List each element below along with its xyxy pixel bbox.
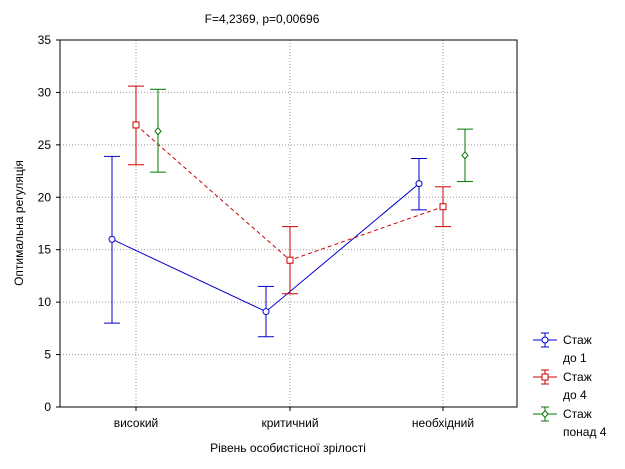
legend-label: до 1 [563,351,587,365]
y-tick-label: 25 [38,138,52,152]
data-point-circle [415,180,423,188]
series-group [104,155,427,338]
y-tick-label: 15 [38,243,52,257]
data-point-square [439,203,447,211]
legend-label: Стаж [563,370,592,384]
x-tick-label: високий [114,416,159,430]
legend-label: Стаж [563,333,592,347]
plot-frame [59,39,518,408]
y-tick-label: 35 [38,33,52,47]
legend: Стаж до 1 Стаж до 4 Стаж понад 4 [533,332,607,439]
legend-label: Стаж [563,407,592,421]
data-point-diamond [541,409,549,419]
y-axis: 0 5 10 15 20 25 30 35 [38,33,60,414]
series-layer [104,85,473,338]
y-tick-label: 20 [38,190,52,204]
data-point-square [541,373,549,381]
x-axis: високий критичний необхідний [114,407,474,430]
y-tick-label: 30 [38,85,52,99]
series-group [128,85,451,295]
legend-label: до 4 [563,388,587,402]
y-tick-label: 5 [44,348,51,362]
legend-entry: Стаж до 4 [533,369,592,402]
data-point-circle [541,336,549,344]
data-point-square [286,256,294,264]
data-point-circle [262,308,270,316]
data-point-diamond [461,151,469,160]
data-point-diamond [154,126,162,136]
y-tick-label: 10 [38,295,52,309]
data-point-square [132,121,140,129]
x-axis-label: Рівень особистісної зрілості [210,441,366,455]
series-group [150,88,473,183]
legend-entry: Стаж до 1 [533,332,592,365]
y-tick-label: 0 [44,400,51,414]
x-tick-label: необхідний [412,416,474,430]
legend-entry: Стаж понад 4 [533,406,607,439]
x-tick-label: критичний [261,416,318,430]
data-point-circle [108,235,116,243]
chart-title: F=4,2369, p=0,00696 [205,12,320,26]
grid [60,40,517,407]
y-axis-label: Оптимальна регуляція [12,160,26,286]
legend-label: понад 4 [563,425,607,439]
